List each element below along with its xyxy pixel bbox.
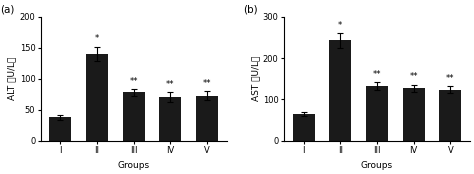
Text: **: ** [166, 80, 175, 89]
Bar [86, 54, 108, 141]
Bar [292, 114, 315, 141]
Text: *: * [95, 34, 99, 44]
Text: (a): (a) [0, 4, 14, 14]
Text: *: * [338, 21, 342, 30]
X-axis label: Groups: Groups [118, 161, 150, 170]
Text: **: ** [410, 72, 418, 81]
Y-axis label: AST （U/L）: AST （U/L） [251, 56, 260, 101]
Bar [439, 89, 461, 141]
Text: **: ** [203, 79, 211, 88]
Bar [159, 97, 182, 141]
Text: **: ** [446, 74, 455, 83]
Y-axis label: ALT （U/L）: ALT （U/L） [8, 57, 17, 100]
Text: (b): (b) [243, 4, 258, 14]
X-axis label: Groups: Groups [361, 161, 393, 170]
Text: **: ** [373, 70, 381, 79]
Bar [403, 88, 425, 141]
Bar [196, 96, 218, 141]
Bar [329, 40, 351, 141]
Text: **: ** [129, 77, 138, 86]
Bar [49, 117, 72, 141]
Bar [366, 86, 388, 141]
Bar [123, 92, 145, 141]
